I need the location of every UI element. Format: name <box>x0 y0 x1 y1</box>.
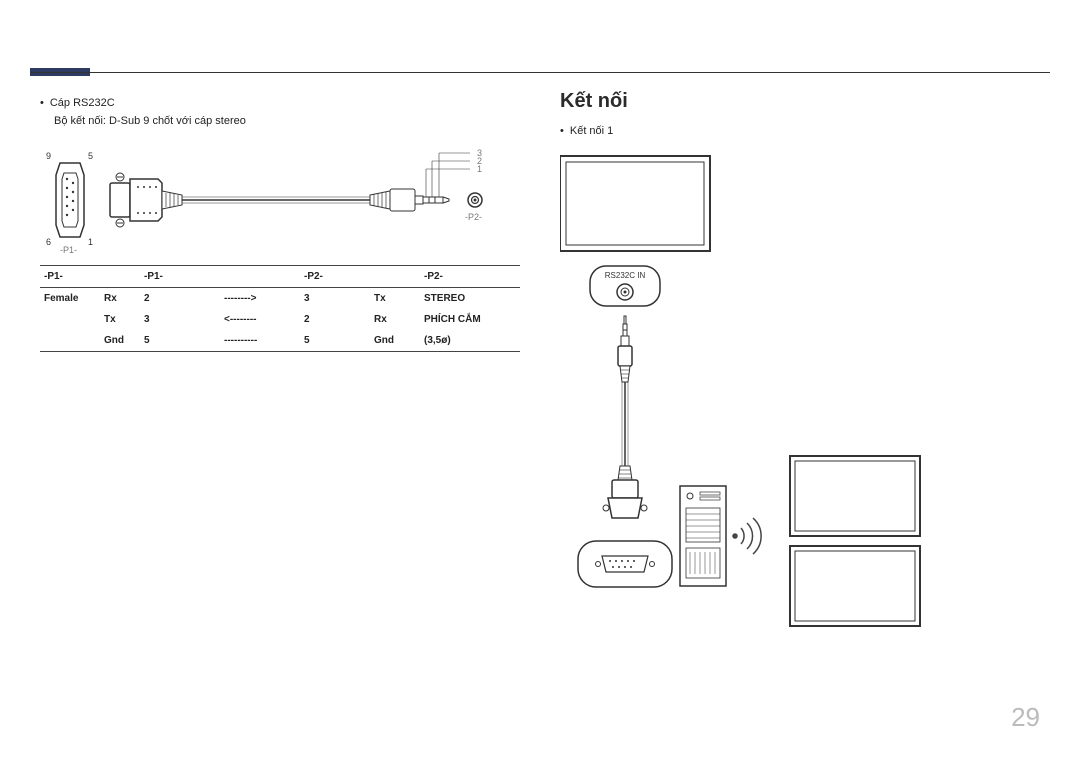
cell: 5 <box>140 330 220 352</box>
dsub-9-label: 9 <box>46 151 51 161</box>
pin-table: -P1- -P1- -P2- -P2- Female Rx 2 --------… <box>40 265 520 352</box>
hdr-p2b: -P2- <box>420 266 520 288</box>
cell: (3,5ø) <box>420 330 520 352</box>
connection-diagram: RS232C IN <box>560 146 960 646</box>
cable-desc: Bộ kết nối: D-Sub 9 chốt với cáp stereo <box>40 113 520 131</box>
table-header-row: -P1- -P1- -P2- -P2- <box>40 266 520 288</box>
cable-name: Cáp RS232C <box>50 97 115 109</box>
wifi-icon <box>733 518 761 554</box>
conn-bullet: • Kết nối 1 <box>560 123 1040 141</box>
cell-female: Female <box>40 288 100 310</box>
dsub-1-label: 1 <box>88 237 93 247</box>
cell: 5 <box>300 330 370 352</box>
cell-arrow-r: --------> <box>220 288 300 310</box>
hdr-blank1 <box>100 266 140 288</box>
svg-text:1: 1 <box>477 164 482 174</box>
bullet-dot: • <box>560 125 564 137</box>
cable-diagram: 9 5 6 1 -P1- <box>40 145 520 255</box>
cell-stereo: STEREO <box>420 288 520 310</box>
cell: 2 <box>300 309 370 330</box>
cell: ---------- <box>220 330 300 352</box>
hdr-p1b: -P1- <box>140 266 220 288</box>
hdr-blank3 <box>370 266 420 288</box>
server-icon <box>680 486 726 586</box>
section-title: Kết nối <box>560 90 1040 113</box>
cell <box>40 330 100 352</box>
rs232c-in-label: RS232C IN <box>605 271 646 280</box>
cell: <-------- <box>220 309 300 330</box>
hdr-blank2 <box>220 266 300 288</box>
table-row: Female Rx 2 --------> 3 Tx STEREO <box>40 288 520 310</box>
dsub-6-label: 6 <box>46 237 51 247</box>
cell: Rx <box>370 309 420 330</box>
cell: Tx <box>100 309 140 330</box>
cell: Gnd <box>100 330 140 352</box>
table-row: Gnd 5 ---------- 5 Gnd (3,5ø) <box>40 330 520 352</box>
cell: 3 <box>140 309 220 330</box>
cell <box>40 309 100 330</box>
cell: PHÍCH CẮM <box>420 309 520 330</box>
cell-tx: Tx <box>370 288 420 310</box>
table-row: Tx 3 <-------- 2 Rx PHÍCH CẮM <box>40 309 520 330</box>
hdr-p1a: -P1- <box>40 266 100 288</box>
left-column: • Cáp RS232C Bộ kết nối: D-Sub 9 chốt với… <box>40 95 520 352</box>
conn-1-label: Kết nối 1 <box>570 125 613 137</box>
cell-3: 3 <box>300 288 370 310</box>
page-number: 29 <box>1011 702 1040 733</box>
header-rule <box>30 72 1050 73</box>
cell-2: 2 <box>140 288 220 310</box>
right-column: Kết nối • Kết nối 1 RS232C IN <box>560 90 1040 646</box>
svg-text:-P2-: -P2- <box>465 212 482 222</box>
cable-bullet: • Cáp RS232C <box>40 95 520 113</box>
dsub-5-label: 5 <box>88 151 93 161</box>
cell: Gnd <box>370 330 420 352</box>
hdr-p2a: -P2- <box>300 266 370 288</box>
cell-rx: Rx <box>100 288 140 310</box>
bullet-dot: • <box>40 97 44 109</box>
p1-caption: -P1- <box>60 245 77 255</box>
